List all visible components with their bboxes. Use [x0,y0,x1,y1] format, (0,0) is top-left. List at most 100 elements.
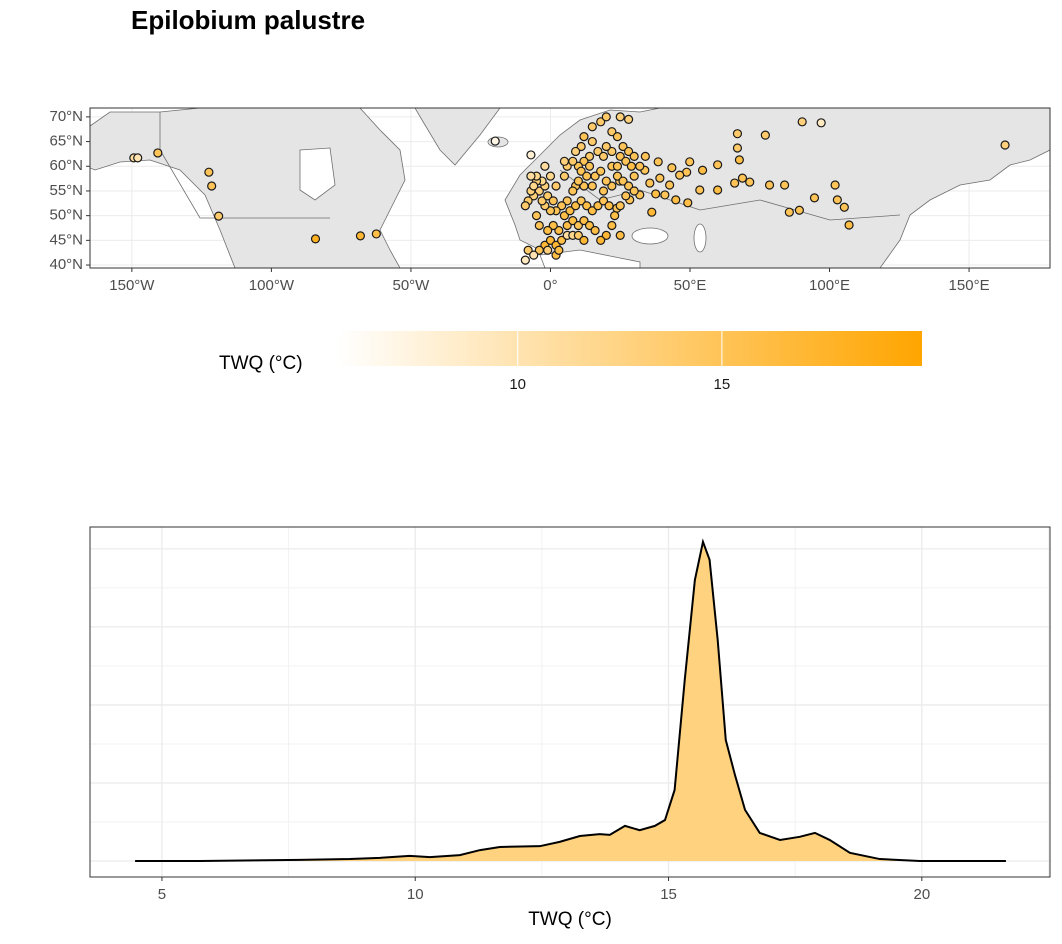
occurrence-point [610,211,620,221]
occurrence-point [579,215,589,226]
occurrence-point [570,201,581,211]
occurrence-point [607,181,617,191]
legend-title: TWQ (°C) [219,353,303,374]
occurrence-point [618,141,628,152]
occurrence-point [645,178,655,188]
occurrence-point [598,196,609,206]
x-tick-label: 50°E [674,277,707,294]
occurrence-point [624,146,634,157]
occurrence-point [545,206,556,216]
occurrence-point [584,161,595,171]
colorbar [338,331,922,366]
occurrence-point [601,176,611,186]
occurrence-point [576,196,586,206]
occurrence-point [640,151,650,161]
occurrence-point [529,250,539,260]
y-tick-label: 70°N [49,108,83,125]
occurrence-point [629,186,639,196]
occurrence-point [545,171,556,181]
occurrence-point [615,151,625,161]
x-tick-label: 100°E [809,277,850,294]
occurrence-point [732,129,743,139]
chart-title: Epilobium palustre [131,5,365,35]
x-tick-label: 10 [407,886,424,903]
y-tick-label: 55°N [49,182,83,199]
occurrence-point [626,161,636,171]
x-tick-label: 20 [913,886,930,903]
occurrence-point [621,156,631,166]
occurrence-point [737,173,748,183]
occurrence-point [675,170,685,180]
greenland [414,108,501,166]
occurrence-point [537,196,547,206]
occurrence-point [529,181,539,191]
occurrence-point [573,176,583,186]
x-axis-title: TWQ (°C) [528,909,612,930]
occurrence-point [607,127,617,137]
occurrence-point [697,165,708,175]
density-border [89,526,1051,878]
occurrence-point [601,141,611,152]
occurrence-point [355,231,366,241]
occurrence-point [582,201,592,211]
occurrence-point [671,195,681,205]
occurrence-point [584,220,595,231]
density-panel [90,527,1050,877]
occurrence-point [557,235,567,245]
occurrence-point [730,178,740,188]
occurrence-point [568,186,578,196]
occurrence-point [559,171,570,181]
occurrence-point [760,130,770,140]
occurrence-point [554,245,564,255]
y-tick-label: 45°N [49,231,83,248]
mediterranean [539,249,641,268]
occurrence-point [839,202,849,212]
occurrence-point [615,201,625,211]
y-tick-label: 65°N [49,133,83,150]
occurrence-point [587,136,597,147]
occurrence-point [531,211,542,221]
occurrence-point [618,176,628,186]
map-border [89,107,1051,269]
occurrence-point [832,195,842,205]
occurrence-point [653,157,663,167]
y-tick-label: 60°N [49,157,83,174]
occurrence-point [554,225,564,236]
occurrence-point [685,157,695,167]
occurrence-point [660,190,670,200]
caspian-sea [693,223,707,253]
colorbar-tick-label: 15 [714,376,731,393]
x-tick-label: 15 [660,886,677,903]
occurrence-point [540,161,550,171]
occurrence-point [780,180,790,190]
occurrence-point [635,161,645,171]
occurrence-point [665,180,675,190]
occurrence-point [587,181,597,191]
occurrence-point [590,171,600,181]
y-tick-label: 40°N [49,256,83,273]
y-tick-label: 50°N [49,207,83,224]
occurrence-point [582,171,592,181]
occurrence-point [621,191,631,201]
occurrence-point [624,181,634,191]
land [90,108,1050,268]
hudson-bay [299,147,336,201]
density-line [135,538,1006,863]
occurrence-point [576,166,586,176]
occurrence-point [207,181,217,191]
occurrence-point [601,112,611,122]
occurrence-point [596,117,606,127]
occurrence-point [551,181,561,191]
black-sea [631,227,669,245]
occurrence-point [573,230,583,241]
occurrence-point [764,180,775,190]
occurrence-point [579,132,589,142]
occurrence-point [593,146,603,157]
occurrence-point [612,161,623,171]
occurrence-point [579,156,589,166]
occurrence-point [543,225,553,236]
occurrence-point [490,136,500,146]
occurrence-point [526,171,536,181]
occurrence-point [596,166,606,176]
